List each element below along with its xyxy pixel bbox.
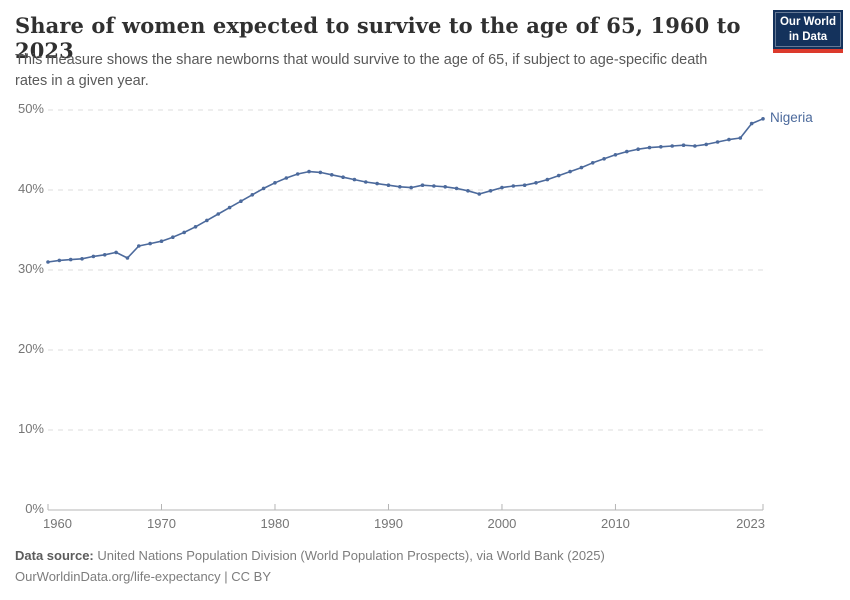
data-point [91,254,96,259]
data-point [500,185,504,190]
data-point [647,145,652,150]
data-point [704,142,709,147]
y-tick-label: 40% [17,181,44,196]
data-point [57,258,62,263]
owid-logo-background: Our World in Data [773,10,843,49]
data-point [295,172,300,176]
data-point [341,175,345,179]
data-point [46,260,50,264]
data-point [545,177,550,182]
y-tick-label: 30% [17,261,44,276]
data-point [749,121,754,126]
data-point [670,144,675,148]
data-point [681,143,686,147]
data-point [511,184,516,188]
owid-logo-text: Our World in Data [775,12,841,47]
owid-logo-red-bar [773,49,843,53]
owid-logo-line2: in Data [788,30,828,43]
data-point [715,140,720,144]
data-point [273,181,277,185]
owid-logo-line1: Our World [779,16,836,29]
owid-logo[interactable]: Our World in Data [773,10,843,53]
data-point [329,173,334,177]
x-tick-label: 1970 [147,516,176,531]
data-point [216,212,221,216]
data-point [522,183,527,187]
data-point [159,239,164,243]
data-point [250,193,255,197]
data-point [579,165,584,170]
data-point [454,186,459,191]
data-point [193,225,198,229]
data-point [636,147,640,151]
x-tick-label: 1960 [43,516,72,531]
data-point [114,250,118,255]
data-point [318,170,323,175]
page-title: Share of women expected to survive to th… [15,13,741,63]
data-point [466,189,470,193]
data-point [590,161,595,165]
y-tick-label: 50% [17,101,44,116]
x-tick-label: 1980 [260,516,290,531]
license-line: OurWorldinData.org/life-expectancy | CC … [15,569,272,584]
data-point [386,183,391,187]
data-point [398,185,402,189]
data-point [375,181,379,186]
y-tick-label: 10% [17,421,44,436]
data-point [102,253,107,257]
data-point [659,145,663,149]
x-tick-label: 2023 [736,516,765,531]
data-point [136,244,141,248]
data-point [738,136,743,140]
x-tick-label: 2010 [600,516,630,531]
data-point [477,192,482,196]
x-tick-label: 1990 [374,516,403,531]
y-tick-label: 20% [17,341,44,356]
data-point [307,169,311,174]
data-point [613,153,618,157]
data-point [363,180,368,184]
data-point [205,218,209,223]
data-point [534,181,538,185]
data-point [761,117,765,121]
series-entity-label: Nigeria [770,109,813,125]
data-point [125,256,130,260]
data-point [68,257,73,262]
y-tick-label: 0% [25,501,44,516]
data-source-text: United Nations Population Division (Worl… [93,548,605,563]
data-source-label: Data source: [15,548,94,563]
data-point [602,157,606,161]
data-point [239,199,243,203]
data-point [409,185,413,190]
x-tick-label: 2000 [487,516,517,531]
data-point [693,144,697,148]
data-point [284,176,289,180]
data-point [420,183,425,187]
data-point [352,177,357,182]
data-point [727,137,731,142]
data-point [443,185,448,189]
chart-subtitle: This measure shows the share newborns th… [15,52,708,89]
data-point [488,189,493,193]
data-point [80,257,84,261]
data-point [568,169,572,174]
data-point [625,149,629,154]
data-point [171,235,175,239]
data-point [556,173,561,178]
data-point [148,241,152,246]
data-point [432,184,436,188]
chart-line [47,118,764,263]
data-point [182,230,186,235]
data-point [227,205,232,210]
data-point [261,186,266,191]
data-source-line: Data source: United Nations Population D… [15,548,605,563]
